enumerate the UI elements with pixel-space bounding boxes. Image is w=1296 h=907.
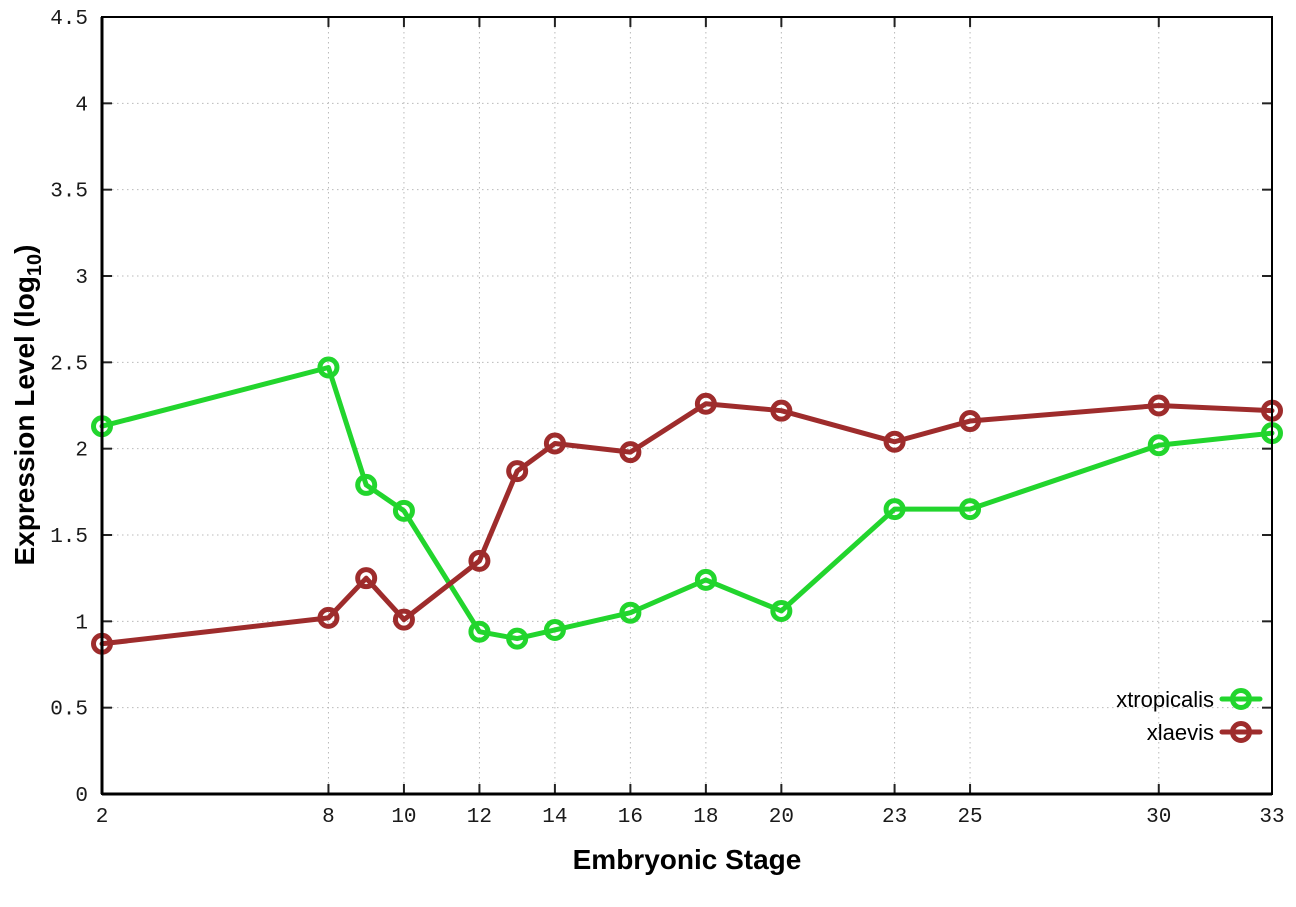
x-tick-label: 10	[391, 806, 416, 829]
xtropicalis-marker	[392, 499, 415, 522]
y-tick-label: 3.5	[50, 181, 88, 204]
xtropicalis-marker	[619, 601, 642, 624]
xlaevis-marker	[959, 410, 982, 433]
xlaevis-marker	[883, 430, 906, 453]
legend: xtropicalis xlaevis	[1116, 687, 1263, 745]
xtropicalis-marker	[468, 620, 491, 643]
x-tick-label: 8	[322, 806, 335, 829]
xtropicalis-marker	[1147, 434, 1170, 457]
x-tick-label: 14	[542, 806, 567, 829]
y-tick-label: 0.5	[50, 699, 88, 722]
xtropicalis-marker	[694, 568, 717, 591]
y-tick-label: 4	[75, 94, 88, 117]
x-tick-label: 30	[1146, 806, 1171, 829]
xtropicalis-marker	[883, 498, 906, 521]
plot-area: 0 0.5 1 1.5 2 2.5 3 3.5 4 4.5 2 8 10 12 14 16 18 20 23 25 30…	[50, 8, 1284, 829]
y-axis-title: Expression Level (log10)	[9, 245, 46, 566]
xlaevis-marker	[694, 392, 717, 415]
xlaevis-marker	[543, 432, 566, 455]
xtropicalis-marker	[506, 627, 529, 650]
y-tick-label: 2	[75, 440, 88, 463]
x-tick-label: 18	[693, 806, 718, 829]
xlaevis-marker	[392, 608, 415, 631]
legend-sample-marker-xlaevis	[1230, 721, 1252, 743]
xlaevis-marker	[506, 460, 529, 483]
xtropicalis-marker	[355, 473, 378, 496]
y-tick-label: 2.5	[50, 353, 88, 376]
x-tick-label: 23	[882, 806, 907, 829]
xlaevis-marker	[1147, 394, 1170, 417]
x-tick-label: 12	[467, 806, 492, 829]
xlaevis-line	[99, 401, 1275, 647]
xlaevis-marker	[770, 399, 793, 422]
x-tick-label: 2	[96, 806, 109, 829]
xtropicalis-marker	[959, 498, 982, 521]
y-tick-label: 0	[75, 785, 88, 808]
y-axis-title-close: )	[9, 245, 40, 254]
y-axis-title-subscript: 10	[24, 254, 46, 276]
x-tick-label: 16	[618, 806, 643, 829]
legend-label-xlaevis: xlaevis	[1147, 720, 1214, 745]
xlaevis-marker	[468, 549, 491, 572]
xtropicalis-marker	[543, 618, 566, 641]
x-tick-label: 33	[1259, 806, 1284, 829]
xtropicalis-marker	[770, 599, 793, 622]
plot-border	[101, 16, 1273, 795]
legend-sample-marker-xtropicalis	[1230, 688, 1252, 710]
y-tick-label: 3	[75, 267, 88, 290]
xtropicalis-marker	[317, 356, 340, 379]
x-tick-label: 25	[957, 806, 982, 829]
xlaevis-marker	[619, 441, 642, 464]
x-tick-label: 20	[769, 806, 794, 829]
legend-label-xtropicalis: xtropicalis	[1116, 687, 1214, 712]
x-axis-title: Embryonic Stage	[573, 844, 802, 875]
y-tick-label: 1.5	[50, 526, 88, 549]
y-axis-title-main: Expression Level (log	[9, 276, 40, 565]
y-tick-label: 4.5	[50, 8, 88, 31]
y-tick-label: 1	[75, 612, 88, 635]
xlaevis-marker	[317, 606, 340, 629]
xlaevis-marker	[355, 567, 378, 590]
